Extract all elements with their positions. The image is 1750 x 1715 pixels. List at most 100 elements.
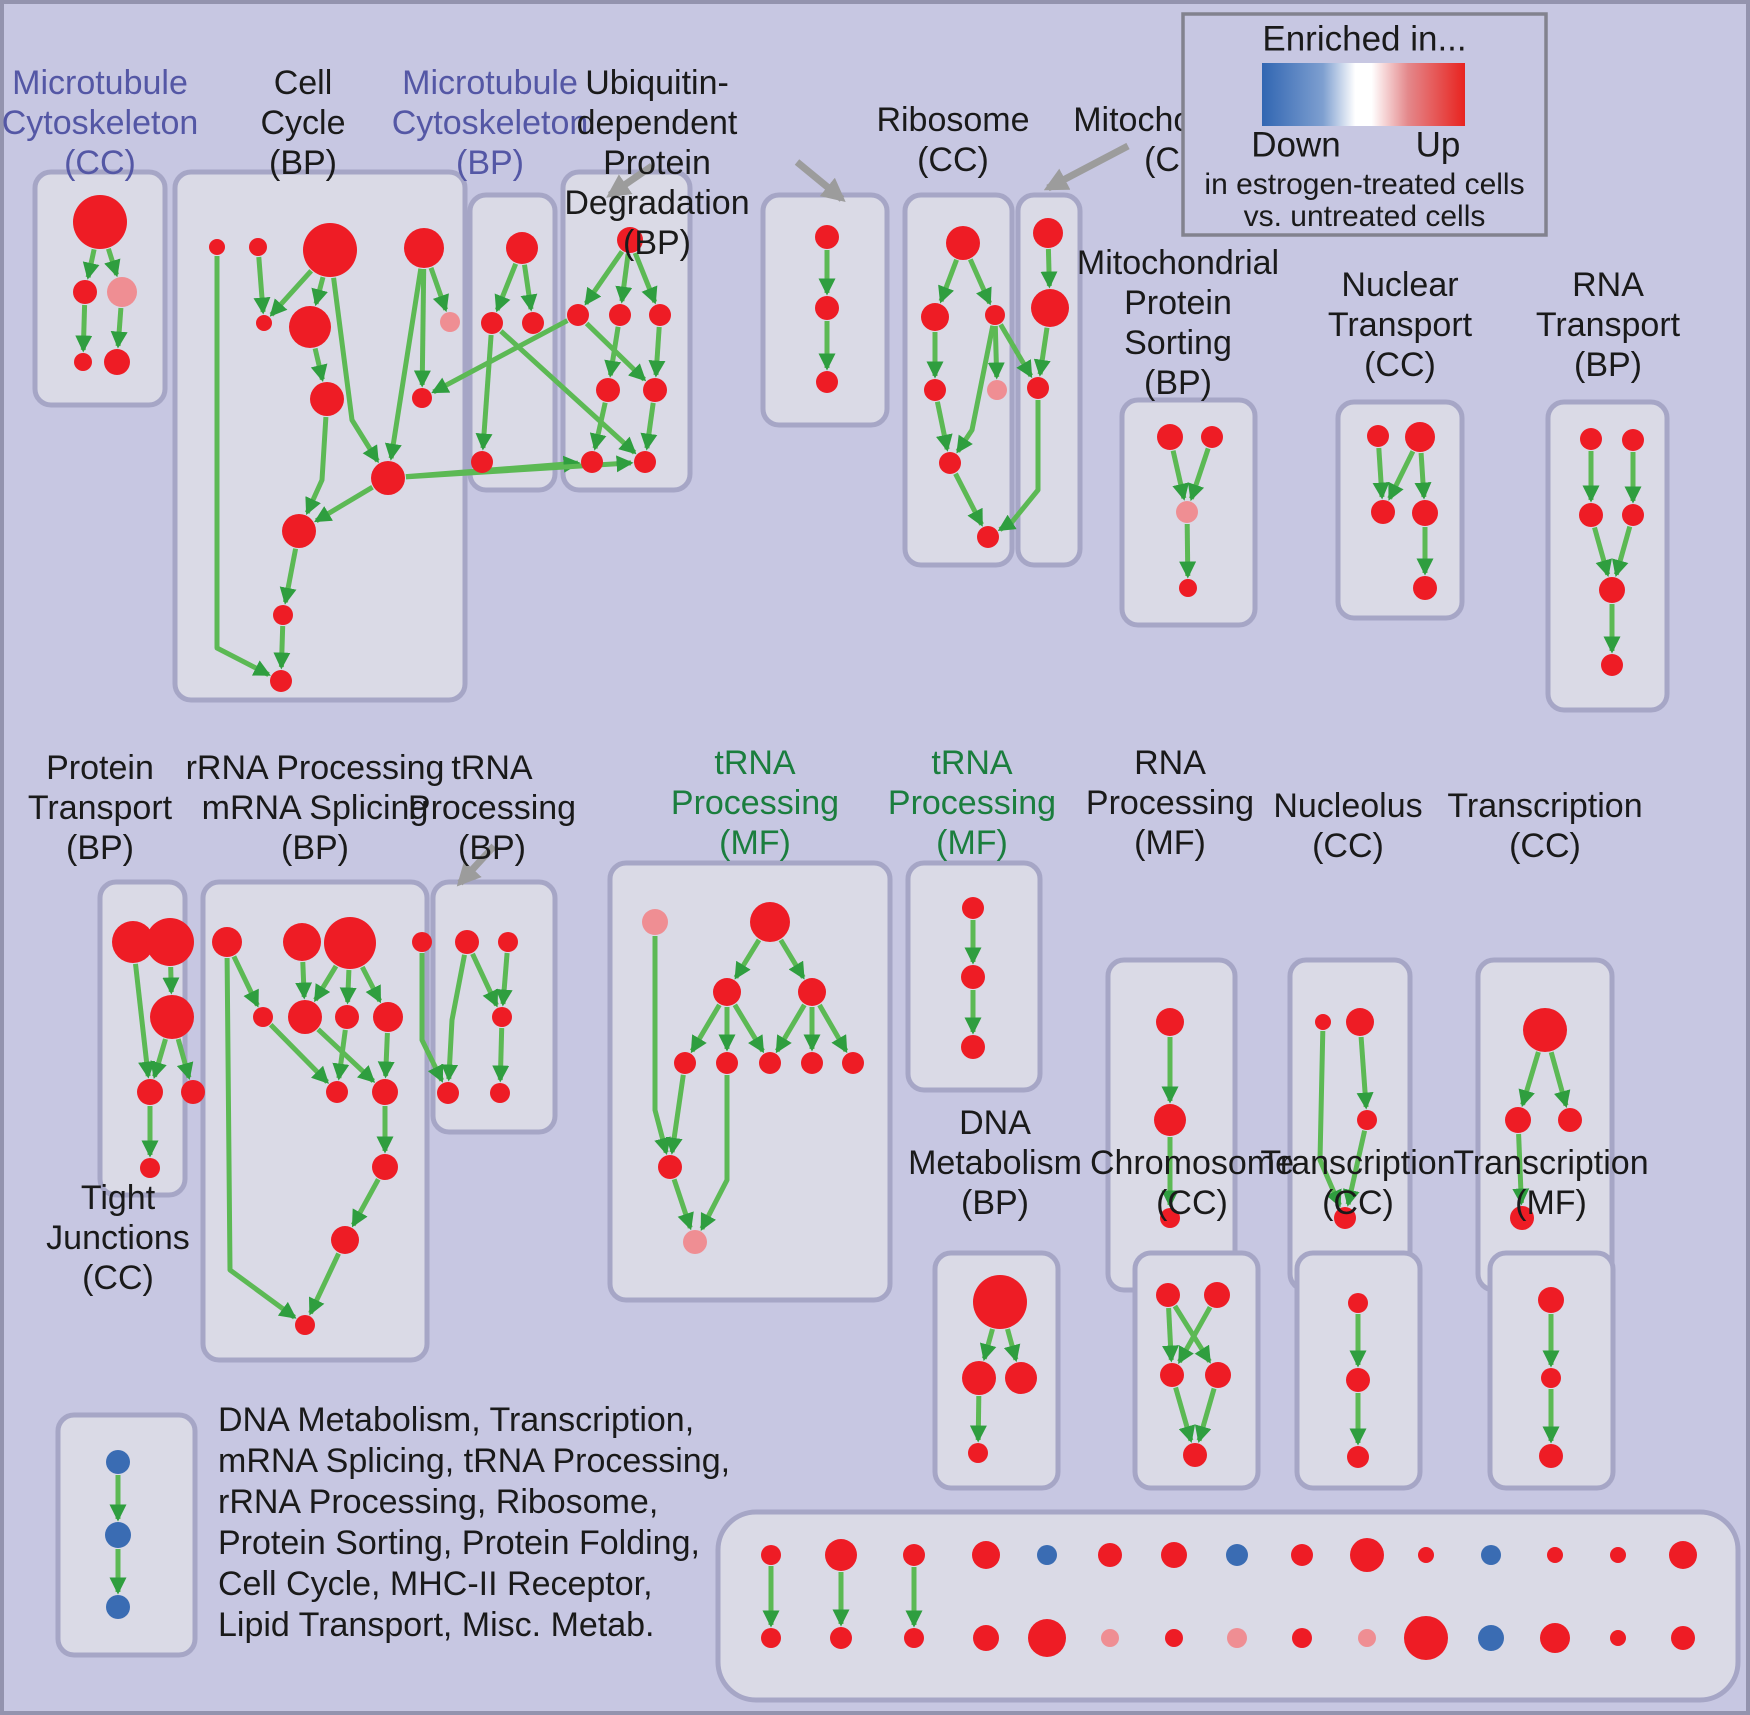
cluster-box-mito [1015, 192, 1083, 568]
edge-arrow [1162, 1307, 1180, 1363]
go-term-node [288, 1000, 322, 1034]
go-term-node [73, 280, 97, 304]
edges-layer [75, 247, 1642, 1628]
go-term-node [1580, 428, 1602, 450]
misc-category-line: Cell Cycle, MHC-II Receptor, [218, 1565, 653, 1603]
edge-arrow [441, 954, 467, 1082]
edge-arrow [428, 266, 449, 313]
edge-arrow [1372, 447, 1390, 500]
cluster-label-line: (CC) [1364, 346, 1436, 384]
go-term-node [946, 226, 980, 260]
go-term-node [372, 1154, 398, 1180]
go-term-node [150, 995, 194, 1039]
edge-arrow [652, 936, 671, 1155]
edge-arrow [231, 955, 260, 1008]
go-term-node [212, 927, 242, 957]
edge-arrow [604, 326, 622, 378]
go-term-node [1226, 1544, 1248, 1566]
edge-arrow [1003, 1328, 1021, 1363]
misc-category-line: DNA Metabolism, Transcription, [218, 1401, 694, 1439]
go-term-node [830, 1627, 852, 1649]
go-term-node [939, 452, 961, 474]
cross-cluster-edge-arrow [431, 318, 569, 395]
edge-arrow [699, 1075, 730, 1231]
go-term-node [412, 388, 432, 408]
go-term-node [1183, 1443, 1207, 1467]
cluster-label-line: (BP) [458, 829, 526, 867]
go-term-node [1160, 1208, 1180, 1228]
edge-arrow [1414, 452, 1432, 500]
edge-arrow [640, 402, 658, 451]
edge-arrow [133, 963, 156, 1079]
go-term-node [471, 451, 493, 473]
go-term-node [1371, 500, 1395, 524]
go-term-node [985, 305, 1005, 325]
edge-arrow [987, 325, 1005, 380]
cluster-label-line: Transport [1328, 306, 1473, 344]
go-term-node [1179, 579, 1197, 597]
cluster-label-line: Junctions [46, 1219, 190, 1257]
edge-arrow [331, 277, 380, 464]
ubiquitin-left-arrow [606, 163, 654, 198]
go-term-node [1367, 425, 1389, 447]
edge-arrow [968, 258, 992, 306]
cluster-label-transcription-mf: Transcription(MF) [1453, 1144, 1648, 1222]
go-term-node [1510, 1206, 1534, 1230]
go-term-node [1405, 422, 1435, 452]
go-term-node [801, 1052, 823, 1074]
edge-arrow [953, 472, 984, 527]
go-term-node [1358, 1629, 1376, 1647]
go-term-node [977, 526, 999, 548]
legend-subtitle-1: in estrogen-treated cells [1204, 168, 1524, 201]
go-term-node [440, 312, 460, 332]
edge-arrow [413, 268, 431, 388]
edge-arrow [279, 548, 299, 605]
cluster-label-line: (BP) [456, 144, 524, 182]
edge-arrow [269, 269, 314, 317]
go-term-node [567, 304, 589, 326]
cluster-label-line: (CC) [917, 141, 989, 179]
misc-category-line: Protein Sorting, Protein Folding, [218, 1524, 700, 1562]
go-term-node [1037, 1545, 1057, 1565]
go-term-node [1404, 1616, 1448, 1660]
cross-cluster-edge-arrow [499, 329, 637, 455]
go-term-node [1346, 1008, 1374, 1036]
edge-arrow [1040, 248, 1058, 289]
go-term-node [815, 225, 839, 249]
go-term-node [1505, 1107, 1531, 1133]
edge-arrow [733, 938, 762, 980]
edge-arrow [689, 1003, 722, 1054]
cluster-box-misc [715, 1509, 1741, 1703]
go-term-node [249, 238, 267, 256]
legend-title: Enriched in... [1262, 19, 1466, 58]
cluster-label-line: (MF) [719, 824, 791, 862]
cluster-label-chromosome: Chromosome(CC) [1090, 1144, 1294, 1222]
edge-arrow [310, 347, 328, 382]
edge-arrow [384, 268, 424, 461]
edge-arrow [671, 1178, 694, 1231]
edge-arrow [162, 966, 180, 995]
go-term-node [649, 304, 671, 326]
edge-arrow [253, 256, 271, 315]
go-term-node [581, 451, 603, 473]
go-term-node [750, 902, 790, 942]
go-term-node [1540, 1623, 1570, 1653]
trna-bp-arrow [456, 843, 497, 887]
cluster-label-line: (MF) [1134, 824, 1206, 862]
go-term-node [1622, 504, 1644, 526]
go-term-node [961, 965, 985, 989]
edge-arrow [377, 1032, 395, 1079]
cluster-label-line: Degradation [564, 184, 749, 222]
edge-arrow [295, 961, 313, 1000]
go-term-node [371, 461, 405, 495]
go-term-node [1157, 424, 1183, 450]
legend: Enriched in... Down Up in estrogen-treated … [1181, 12, 1548, 237]
cluster-label-line: Nucleolus [1273, 787, 1422, 825]
go-term-node [1579, 503, 1603, 527]
edge-arrow [665, 1074, 686, 1155]
